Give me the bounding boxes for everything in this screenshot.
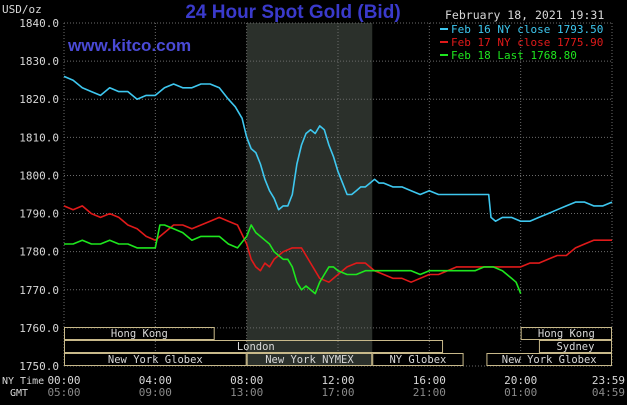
- x-tick-label-ny: 23:59: [592, 374, 625, 387]
- y-tick-label: 1820.0: [19, 93, 59, 106]
- nymex-shaded-region: [246, 23, 373, 366]
- market-bar: [372, 353, 464, 366]
- market-bar: [64, 353, 247, 366]
- ny-time-label: NY Time: [2, 376, 44, 387]
- market-bar: [538, 340, 613, 353]
- legend-entry: Feb 17 NY close 1775.90: [451, 36, 603, 49]
- x-tick-label-ny: 08:00: [230, 374, 263, 387]
- market-label: New York NYMEX: [265, 354, 354, 366]
- x-tick-label-gmt: 04:59: [592, 386, 625, 399]
- x-tick-label-ny: 00:00: [47, 374, 80, 387]
- x-tick-label-gmt: 09:00: [139, 386, 172, 399]
- market-label: London: [237, 341, 275, 353]
- y-tick-label: 1830.0: [19, 55, 59, 68]
- watermark-url: www.kitco.com: [67, 36, 191, 55]
- y-tick-label: 1790.0: [19, 208, 59, 221]
- market-bar: [486, 353, 612, 366]
- chart-timestamp: February 18, 2021 19:31: [445, 8, 604, 22]
- legend-entry: Feb 16 NY close 1793.50: [451, 23, 603, 36]
- legend-entry: Feb 18 Last 1768.80: [451, 49, 577, 62]
- market-label: Sydney: [556, 341, 594, 353]
- y-tick-label: 1810.0: [19, 131, 59, 144]
- x-tick-label-gmt: 17:00: [321, 386, 354, 399]
- market-label: Hong Kong: [111, 328, 168, 340]
- gmt-label: GMT: [10, 388, 28, 399]
- market-label: New York Globex: [108, 354, 203, 366]
- market-label: NY Globex: [389, 354, 446, 366]
- grid: [63, 22, 613, 367]
- y-tick-label: 1840.0: [19, 17, 59, 30]
- series-line-3: [64, 224, 522, 295]
- series-line-2: [63, 205, 612, 283]
- series-line-1: [63, 75, 613, 222]
- x-tick-label-ny: 04:00: [139, 374, 172, 387]
- y-axis-units: USD/oz: [2, 3, 42, 16]
- market-bar: [520, 327, 613, 340]
- y-tick-label: 1800.0: [19, 169, 59, 182]
- x-tick-label-gmt: 01:00: [504, 386, 537, 399]
- y-tick-label: 1750.0: [19, 360, 59, 373]
- price-series: [63, 75, 613, 295]
- x-tick-label-gmt: 13:00: [230, 386, 263, 399]
- y-axis-ticks: 1750.0 1760.0 1770.0 1780.0 1790.0 1800.0 1810…: [19, 17, 59, 373]
- y-tick-label: 1780.0: [19, 246, 59, 259]
- x-tick-label-ny: 20:00: [504, 374, 537, 387]
- x-tick-label-gmt: 05:00: [47, 386, 80, 399]
- market-bar: [64, 327, 215, 340]
- market-bar: [246, 353, 373, 366]
- y-tick-label: 1760.0: [19, 322, 59, 335]
- y-tick-label: 1770.0: [19, 284, 59, 297]
- shade-rect: [246, 23, 373, 366]
- chart-title: 24 Hour Spot Gold (Bid): [185, 2, 400, 23]
- x-tick-label-ny: 12:00: [321, 374, 354, 387]
- market-bar: [64, 340, 444, 353]
- x-tick-label-ny: 16:00: [413, 374, 446, 387]
- market-label: Hong Kong: [538, 328, 595, 340]
- market-label: New York Globex: [502, 354, 597, 366]
- x-tick-label-gmt: 21:00: [413, 386, 446, 399]
